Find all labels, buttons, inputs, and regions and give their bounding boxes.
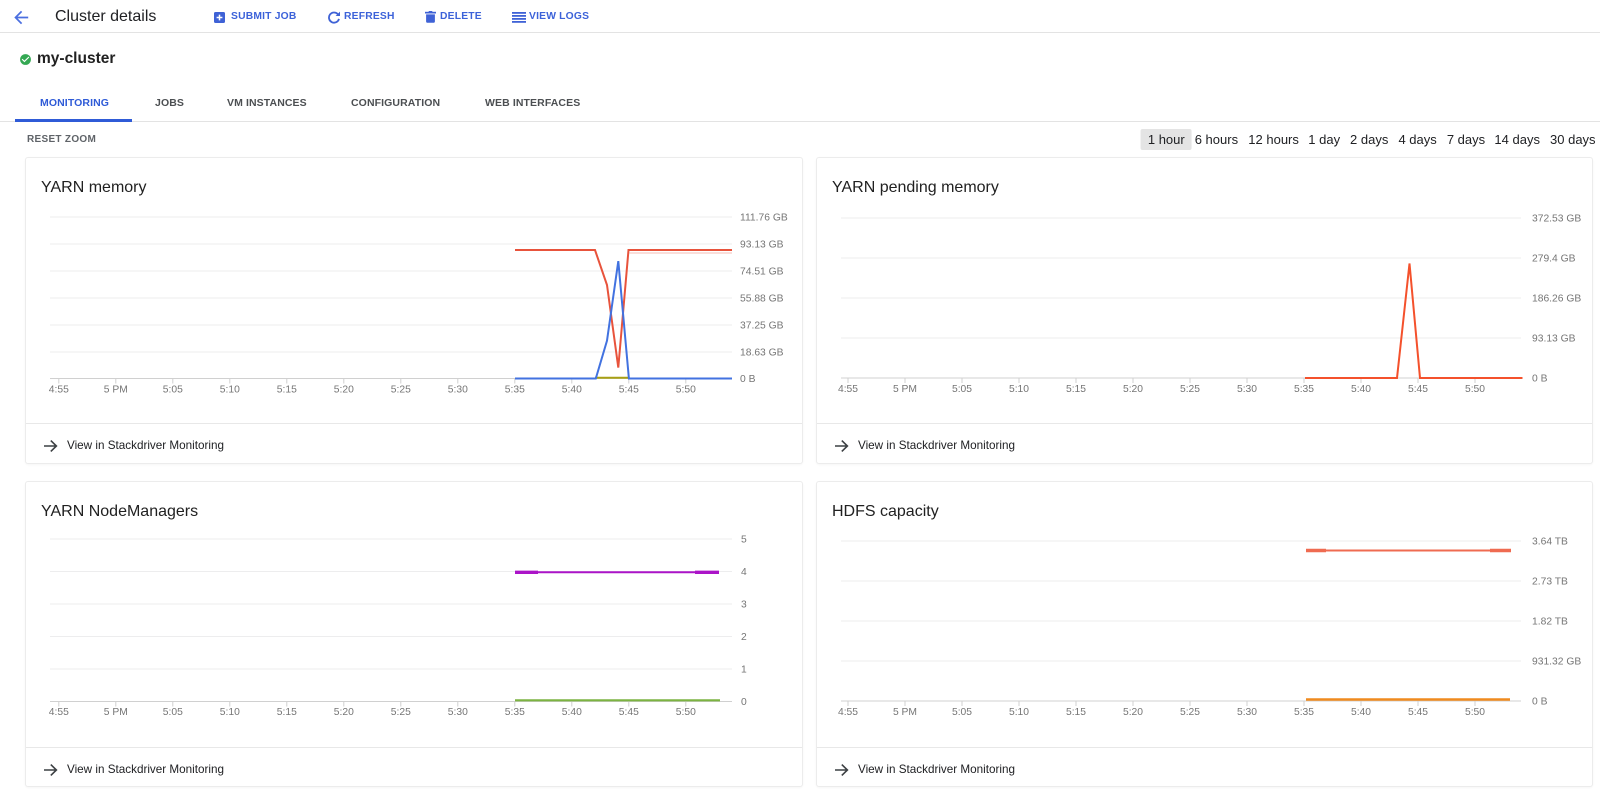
- svg-text:5:05: 5:05: [952, 707, 972, 718]
- svg-text:55.88 GB: 55.88 GB: [740, 294, 784, 305]
- svg-text:5:35: 5:35: [505, 707, 525, 718]
- svg-text:5:35: 5:35: [1294, 707, 1314, 718]
- svg-text:931.32 GB: 931.32 GB: [1532, 657, 1581, 668]
- svg-text:0 B: 0 B: [740, 374, 756, 385]
- svg-text:5:50: 5:50: [676, 707, 696, 718]
- svg-text:5:45: 5:45: [1408, 707, 1428, 718]
- svg-text:5:10: 5:10: [220, 707, 240, 718]
- svg-text:5:25: 5:25: [1180, 707, 1200, 718]
- svg-text:5:10: 5:10: [1009, 384, 1029, 395]
- svg-text:4:55: 4:55: [49, 707, 69, 718]
- svg-text:4:55: 4:55: [838, 384, 858, 395]
- svg-text:93.13 GB: 93.13 GB: [740, 240, 784, 251]
- svg-text:5:10: 5:10: [1009, 707, 1029, 718]
- svg-text:5:35: 5:35: [1294, 384, 1314, 395]
- svg-text:0 B: 0 B: [1532, 697, 1548, 708]
- svg-text:5:50: 5:50: [1465, 707, 1485, 718]
- svg-text:3.64 TB: 3.64 TB: [1532, 537, 1568, 548]
- svg-text:279.4 GB: 279.4 GB: [1532, 254, 1576, 265]
- svg-text:5:50: 5:50: [1465, 384, 1485, 395]
- svg-text:372.53 GB: 372.53 GB: [1532, 214, 1581, 225]
- svg-text:5:30: 5:30: [1237, 707, 1257, 718]
- svg-text:5 PM: 5 PM: [104, 385, 128, 396]
- svg-text:5:45: 5:45: [1408, 384, 1428, 395]
- svg-text:5:05: 5:05: [952, 384, 972, 395]
- svg-text:4:55: 4:55: [49, 385, 69, 396]
- svg-text:5:35: 5:35: [505, 385, 525, 396]
- svg-text:5 PM: 5 PM: [893, 384, 917, 395]
- svg-text:5:20: 5:20: [334, 385, 354, 396]
- svg-text:74.51 GB: 74.51 GB: [740, 267, 784, 278]
- svg-text:186.26 GB: 186.26 GB: [1532, 294, 1581, 305]
- svg-text:5:25: 5:25: [391, 385, 411, 396]
- svg-text:5:40: 5:40: [1351, 384, 1371, 395]
- svg-text:5:15: 5:15: [1066, 384, 1086, 395]
- svg-text:5:20: 5:20: [334, 707, 354, 718]
- svg-text:HDFS capacity: HDFS capacity: [832, 503, 939, 520]
- svg-text:YARN pending memory: YARN pending memory: [832, 179, 999, 196]
- svg-text:1.82 TB: 1.82 TB: [1532, 617, 1568, 628]
- svg-text:5: 5: [741, 535, 747, 546]
- svg-text:5:45: 5:45: [619, 707, 639, 718]
- svg-text:4:55: 4:55: [838, 707, 858, 718]
- svg-text:93.13 GB: 93.13 GB: [1532, 334, 1576, 345]
- svg-text:5 PM: 5 PM: [104, 707, 128, 718]
- svg-text:5:40: 5:40: [562, 385, 582, 396]
- svg-text:18.63 GB: 18.63 GB: [740, 348, 784, 359]
- svg-text:5:20: 5:20: [1123, 384, 1143, 395]
- svg-text:5:15: 5:15: [1066, 707, 1086, 718]
- svg-text:5:45: 5:45: [619, 385, 639, 396]
- svg-text:5:40: 5:40: [1351, 707, 1371, 718]
- svg-text:5:50: 5:50: [676, 385, 696, 396]
- svg-text:5:30: 5:30: [448, 707, 468, 718]
- svg-text:0 B: 0 B: [1532, 374, 1548, 385]
- svg-text:5:10: 5:10: [220, 385, 240, 396]
- svg-text:111.76 GB: 111.76 GB: [740, 213, 788, 224]
- svg-text:37.25 GB: 37.25 GB: [740, 321, 784, 332]
- svg-text:5:40: 5:40: [562, 707, 582, 718]
- svg-text:5 PM: 5 PM: [893, 707, 917, 718]
- svg-text:5:25: 5:25: [1180, 384, 1200, 395]
- svg-text:5:20: 5:20: [1123, 707, 1143, 718]
- svg-text:5:15: 5:15: [277, 385, 297, 396]
- svg-text:5:25: 5:25: [391, 707, 411, 718]
- svg-text:1: 1: [741, 665, 747, 676]
- svg-text:0: 0: [741, 697, 747, 708]
- svg-text:3: 3: [741, 600, 747, 611]
- svg-text:5:05: 5:05: [163, 385, 183, 396]
- svg-text:5:05: 5:05: [163, 707, 183, 718]
- svg-text:4: 4: [741, 567, 747, 578]
- svg-text:5:30: 5:30: [1237, 384, 1257, 395]
- svg-text:YARN NodeManagers: YARN NodeManagers: [41, 503, 198, 520]
- svg-text:5:15: 5:15: [277, 707, 297, 718]
- svg-text:YARN memory: YARN memory: [41, 179, 147, 196]
- svg-text:2.73 TB: 2.73 TB: [1532, 577, 1568, 588]
- svg-text:5:30: 5:30: [448, 385, 468, 396]
- svg-text:2: 2: [741, 632, 747, 643]
